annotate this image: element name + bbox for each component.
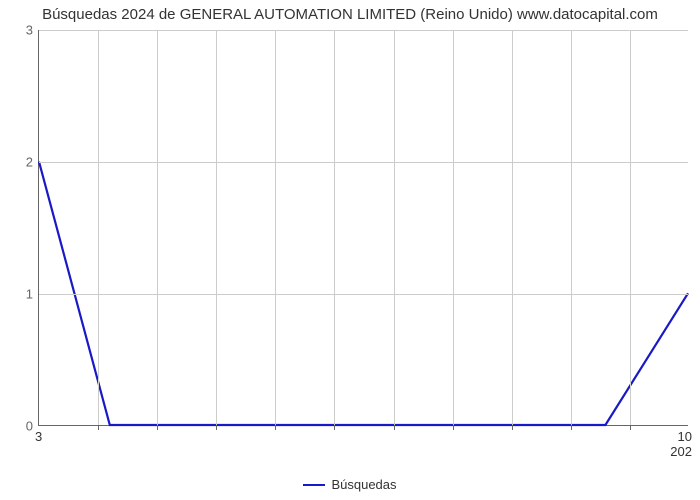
gridline-v (275, 30, 276, 425)
gridline-v (98, 30, 99, 425)
x-tick-mark (571, 425, 572, 430)
legend: Búsquedas (0, 477, 700, 492)
legend-swatch (303, 484, 325, 486)
gridline-h (39, 162, 688, 163)
gridline-v (453, 30, 454, 425)
x-tick-mark (334, 425, 335, 430)
legend-label: Búsquedas (331, 477, 396, 492)
x-tick-mark (157, 425, 158, 430)
chart-title: Búsquedas 2024 de GENERAL AUTOMATION LIM… (0, 6, 700, 23)
x-tick-mark (275, 425, 276, 430)
y-tick-label: 0 (26, 419, 33, 434)
y-tick-label: 1 (26, 287, 33, 302)
gridline-v (334, 30, 335, 425)
gridline-v (157, 30, 158, 425)
gridline-v (630, 30, 631, 425)
gridline-v (216, 30, 217, 425)
x-tick-mark (98, 425, 99, 430)
gridline-v (512, 30, 513, 425)
plot-area: 0123310202 (38, 30, 688, 426)
gridline-v (571, 30, 572, 425)
x-tick-mark (453, 425, 454, 430)
x-tick-mark (512, 425, 513, 430)
x-tick-mark (394, 425, 395, 430)
x-tick-mark (216, 425, 217, 430)
y-tick-label: 2 (26, 155, 33, 170)
series-line-svg (39, 30, 688, 425)
x-axis-left-label: 3 (35, 429, 42, 444)
x-axis-right-label: 10202 (670, 429, 692, 459)
x-tick-mark (630, 425, 631, 430)
gridline-h (39, 30, 688, 31)
gridline-h (39, 294, 688, 295)
y-tick-label: 3 (26, 23, 33, 38)
gridline-v (394, 30, 395, 425)
